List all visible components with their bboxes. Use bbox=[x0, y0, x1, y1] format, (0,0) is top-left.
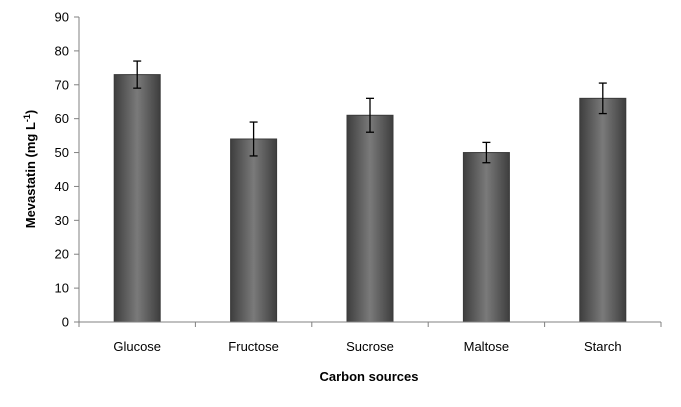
y-tick-label: 10 bbox=[55, 281, 69, 296]
y-tick-label: 40 bbox=[55, 179, 69, 194]
y-tick-label: 80 bbox=[55, 43, 69, 58]
x-tick-label-maltose: Maltose bbox=[464, 339, 510, 354]
y-tick-label: 60 bbox=[55, 111, 69, 126]
y-tick-label: 20 bbox=[55, 247, 69, 262]
bar-maltose bbox=[462, 152, 510, 323]
x-tick-label-starch: Starch bbox=[584, 339, 622, 354]
y-tick-label: 50 bbox=[55, 145, 69, 160]
y-tick-label: 70 bbox=[55, 77, 69, 92]
y-axis-ticks: 0 10 20 30 40 50 60 70 80 90 bbox=[55, 10, 79, 330]
y-tick-label: 90 bbox=[55, 10, 69, 25]
y-axis-title: Mevastatin (mg L-1) bbox=[22, 110, 38, 229]
bar-sucrose bbox=[346, 114, 394, 323]
y-axis-title-superscript: -1 bbox=[22, 114, 32, 122]
y-tick-label: 0 bbox=[62, 315, 69, 330]
bar-fructose bbox=[230, 138, 278, 323]
x-axis-ticks: Glucose Fructose Sucrose Maltose Starch bbox=[78, 322, 662, 354]
bar-starch bbox=[579, 97, 627, 323]
bar-glucose bbox=[113, 74, 161, 323]
error-bars bbox=[133, 60, 607, 164]
x-tick-label-sucrose: Sucrose bbox=[346, 339, 394, 354]
x-tick-label-fructose: Fructose bbox=[228, 339, 279, 354]
y-axis-title-close: ) bbox=[23, 110, 38, 114]
y-axis-title-main: Mevastatin (mg L bbox=[23, 122, 38, 228]
x-tick-label-glucose: Glucose bbox=[113, 339, 161, 354]
x-axis-title: Carbon sources bbox=[320, 369, 419, 384]
axes bbox=[78, 17, 661, 323]
y-tick-label: 30 bbox=[55, 213, 69, 228]
